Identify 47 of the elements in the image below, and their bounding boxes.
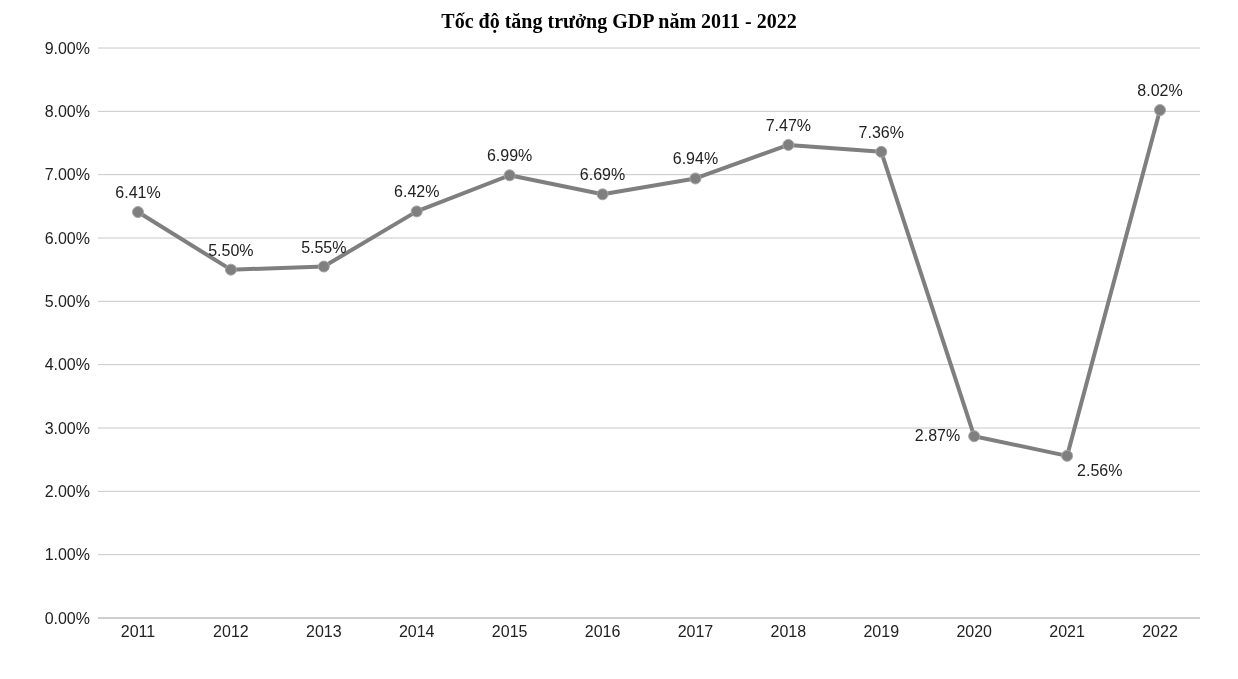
y-tick-label: 5.00% <box>44 293 90 311</box>
y-tick-label: 7.00% <box>44 166 90 184</box>
data-label: 6.42% <box>394 183 440 201</box>
data-label: 2.87% <box>914 427 961 445</box>
x-tick-label: 2021 <box>1049 623 1085 641</box>
x-tick-label: 2019 <box>863 623 900 641</box>
y-tick-label: 1.00% <box>44 546 90 564</box>
x-tick-label: 2022 <box>1142 623 1178 641</box>
point <box>875 145 888 158</box>
data-label: 6.99% <box>486 147 533 165</box>
y-tick-label: 4.00% <box>44 356 90 374</box>
x-tick-label: 2015 <box>491 623 528 641</box>
y-tick-label: 6.00% <box>44 229 90 247</box>
point <box>317 260 330 273</box>
point <box>1061 449 1074 462</box>
point <box>224 263 237 276</box>
point <box>596 188 609 201</box>
point <box>968 430 981 443</box>
y-tick-label: 9.00% <box>44 39 90 57</box>
point <box>1154 104 1166 117</box>
data-label: 7.47% <box>765 116 812 134</box>
x-tick-label: 2013 <box>306 623 342 641</box>
chart-title: Tốc độ tăng trưởng GDP năm 2011 - 2022 <box>440 9 798 34</box>
point <box>503 169 516 182</box>
y-tick-label: 8.00% <box>44 103 90 121</box>
x-tick-label: 2011 <box>120 623 156 641</box>
x-tick-label: 2018 <box>770 623 807 641</box>
x-tick-label: 2012 <box>213 623 249 641</box>
x-tick-label: 2014 <box>398 623 435 641</box>
y-tick-label: 2.00% <box>44 483 90 501</box>
point <box>782 138 795 151</box>
data-label: 8.02% <box>1137 82 1183 100</box>
data-label: 2.56% <box>1077 461 1123 479</box>
y-tick-label: 3.00% <box>44 419 90 437</box>
point <box>132 206 144 219</box>
y-tick-label: 0.00% <box>44 609 90 627</box>
data-label: 5.50% <box>208 241 254 259</box>
data-label: 6.94% <box>672 150 719 168</box>
point <box>689 172 702 185</box>
data-label: 6.69% <box>579 166 626 184</box>
data-label: 5.55% <box>301 238 347 256</box>
data-label: 6.41% <box>115 184 161 202</box>
x-tick-label: 2016 <box>584 623 621 641</box>
x-tick-label: 2020 <box>956 623 993 641</box>
data-label: 7.36% <box>858 123 904 141</box>
x-tick-label: 2017 <box>677 623 714 641</box>
point <box>410 205 423 218</box>
